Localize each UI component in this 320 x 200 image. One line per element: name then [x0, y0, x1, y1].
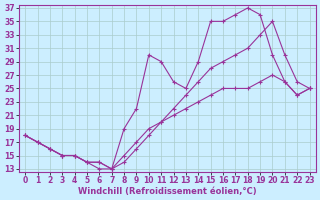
X-axis label: Windchill (Refroidissement éolien,°C): Windchill (Refroidissement éolien,°C) — [78, 187, 257, 196]
